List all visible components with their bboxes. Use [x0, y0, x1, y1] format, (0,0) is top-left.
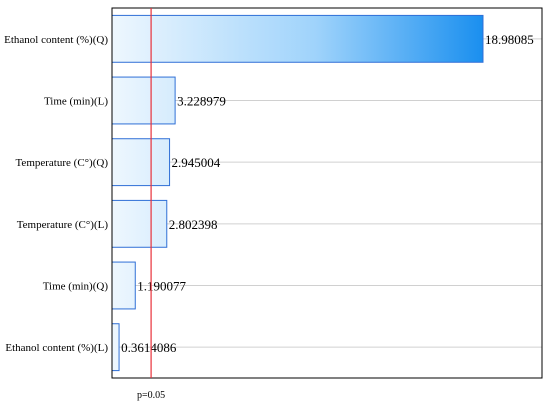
value-label: 3.228979	[177, 94, 226, 109]
category-label: Ethanol content (%)(Q)	[4, 34, 108, 46]
plot-frame	[111, 7, 543, 379]
bar	[111, 261, 136, 310]
bar	[111, 14, 484, 63]
value-label: 18.98085	[485, 32, 534, 47]
category-label: Time (min)(L)	[44, 96, 108, 108]
bar	[111, 138, 171, 187]
category-label: Temperature (C°)(Q)	[15, 157, 108, 169]
value-label: 1.190077	[137, 279, 186, 294]
category-label: Temperature (C°)(L)	[17, 219, 109, 231]
bar	[111, 76, 176, 125]
significance-label: p=0.05	[137, 390, 165, 401]
value-label: 2.802398	[169, 217, 218, 232]
category-label: Ethanol content (%)(L)	[5, 342, 108, 354]
bar	[111, 199, 168, 248]
bar	[111, 323, 120, 372]
value-label: 2.945004	[172, 155, 221, 170]
bars	[111, 14, 484, 372]
grid-lines	[112, 38, 542, 348]
category-label: Time (min)(Q)	[43, 281, 109, 293]
value-label: 0.3614086	[121, 340, 177, 355]
labels: Ethanol content (%)(Q) 18.98085 Time (min)…	[4, 32, 534, 355]
